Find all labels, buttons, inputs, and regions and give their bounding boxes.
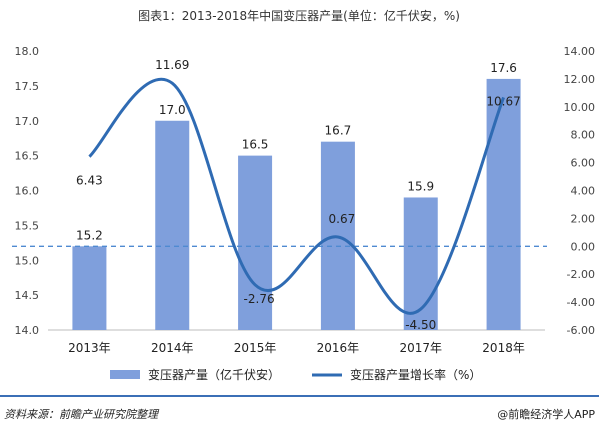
growth-value-label: -4.50 (405, 318, 436, 332)
right-axis-tick: -4.00 (567, 296, 595, 309)
left-axis-tick: 16.5 (15, 150, 40, 163)
bar-value-label: 17.0 (159, 103, 186, 117)
growth-value-label: 11.69 (155, 58, 189, 72)
right-axis-tick: -2.00 (567, 268, 595, 281)
right-axis-tick: 10.00 (564, 101, 596, 114)
left-axis-tick: 14.5 (15, 289, 40, 302)
brand-credit: @前瞻经济学人APP (497, 408, 595, 421)
legend-label-bar: 变压器产量（亿千伏安） (148, 367, 280, 382)
bar-value-label: 16.7 (325, 124, 352, 138)
bar (155, 120, 190, 330)
bar-value-label: 16.5 (242, 138, 269, 152)
growth-value-label: 6.43 (76, 174, 103, 188)
x-axis-tick: 2017年 (399, 341, 442, 355)
left-axis-tick: 15.5 (15, 219, 40, 232)
left-axis-tick: 18.0 (15, 45, 40, 58)
x-axis-tick: 2014年 (151, 341, 194, 355)
footer-divider (0, 395, 599, 397)
right-axis-tick: 14.00 (564, 45, 596, 58)
right-axis-tick: 2.00 (571, 212, 596, 225)
right-axis-tick: 12.00 (564, 73, 596, 86)
right-axis-tick: -6.00 (567, 324, 595, 337)
bar-value-label: 15.9 (407, 179, 434, 193)
chart-title: 图表1：2013-2018年中国变压器产量(单位：亿千伏安，%) (138, 8, 460, 23)
left-axis-tick: 16.0 (15, 185, 40, 198)
x-axis-tick: 2015年 (234, 341, 277, 355)
bar (72, 246, 107, 330)
left-axis-tick: 14.0 (15, 324, 40, 337)
bar-value-label: 17.6 (490, 61, 517, 75)
x-axis-tick: 2013年 (68, 341, 111, 355)
right-axis-tick: 4.00 (571, 185, 596, 198)
growth-rate-line (88, 77, 505, 315)
legend-swatch-bar (110, 370, 140, 379)
right-axis-tick: 6.00 (571, 157, 596, 170)
right-axis-tick: 8.00 (571, 129, 596, 142)
x-axis-tick: 2018年 (482, 341, 525, 355)
bar (238, 155, 273, 330)
growth-value-label: 0.67 (329, 212, 356, 226)
x-axis-tick: 2016年 (317, 341, 360, 355)
right-axis-tick: 0.00 (571, 240, 596, 253)
left-axis-tick: 15.0 (15, 254, 40, 267)
left-axis-tick: 17.0 (15, 115, 40, 128)
chart: 图表1：2013-2018年中国变压器产量(单位：亿千伏安，%) 14.0 14.5… (12, 8, 596, 382)
source-note: 资料来源：前瞻产业研究院整理 (4, 408, 158, 421)
bar (486, 78, 521, 331)
footer: 资料来源：前瞻产业研究院整理 @前瞻经济学人APP (0, 395, 599, 431)
growth-value-label: 10.67 (486, 94, 520, 108)
bar-value-label: 15.2 (76, 228, 103, 242)
legend-label-line: 变压器产量增长率（%） (350, 367, 481, 382)
left-axis-tick: 17.5 (15, 80, 40, 93)
growth-value-label: -2.76 (244, 292, 275, 306)
